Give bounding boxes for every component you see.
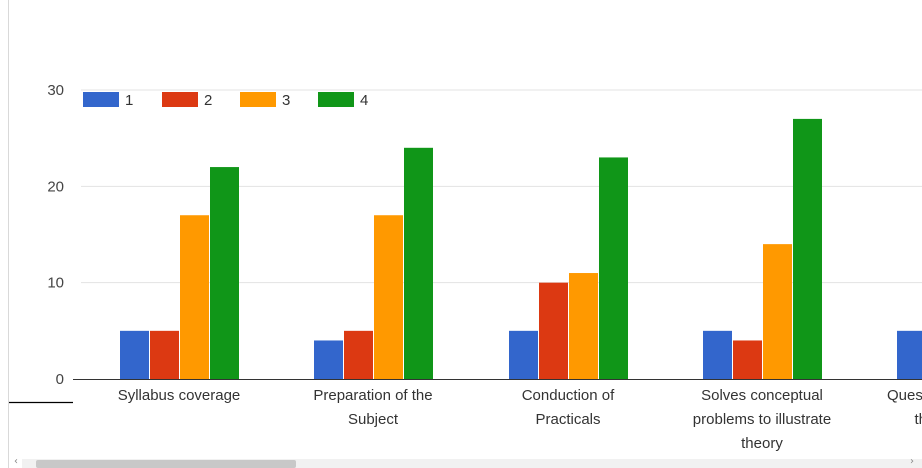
legend-swatch-4 [318, 92, 354, 107]
legend: 1 2 3 4 [83, 92, 368, 109]
y-tick-label: 0 [56, 371, 64, 388]
bar-series-4-cat-1 [404, 147, 433, 379]
bar-series-3-cat-2 [569, 273, 598, 379]
bar-series-1-cat-3 [703, 330, 732, 379]
legend-label-3: 3 [282, 92, 290, 109]
category-label: problems to illustrate [693, 411, 831, 428]
category-label: theory [741, 435, 783, 452]
bar-series-3-cat-1 [374, 215, 403, 379]
bar-series-3-cat-0 [180, 215, 209, 379]
legend-swatch-1 [83, 92, 119, 107]
legend-swatch-3 [240, 92, 276, 107]
category-label: Conduction of [522, 387, 615, 404]
bars [120, 118, 922, 380]
y-tick-label: 30 [47, 82, 64, 99]
legend-label-2: 2 [204, 92, 212, 109]
chart-frame: 0 10 20 30 Syllabus coverage Preparation of … [8, 0, 922, 468]
legend-swatch-2 [162, 92, 198, 107]
legend-label-1: 1 [125, 92, 133, 109]
y-axis-ticks: 0 10 20 30 [47, 82, 64, 388]
scroll-left-icon[interactable]: ‹ [14, 456, 18, 467]
horizontal-scrollbar[interactable] [22, 459, 922, 468]
y-tick-label: 20 [47, 178, 64, 195]
bar-series-1-cat-0 [120, 330, 149, 379]
bar-series-1-cat-4 [897, 330, 922, 379]
bar-chart: 0 10 20 30 Syllabus coverage Preparation of … [9, 82, 922, 452]
category-label: Solves conceptual [701, 387, 823, 404]
bar-series-1-cat-2 [509, 330, 538, 379]
bar-series-2-cat-2 [539, 282, 568, 379]
x-axis-baseline [9, 379, 922, 404]
category-label: Preparation of the [313, 387, 432, 404]
category-label: Subject [348, 411, 399, 428]
legend-label-4: 4 [360, 92, 368, 109]
category-labels: Syllabus coverage Preparation of the Subje… [118, 387, 922, 452]
bar-series-3-cat-3 [763, 244, 792, 379]
y-tick-label: 10 [47, 275, 64, 292]
category-label: th [914, 411, 922, 428]
category-label: Syllabus coverage [118, 387, 241, 404]
bar-series-2-cat-0 [150, 330, 179, 379]
bar-series-2-cat-3 [733, 340, 762, 379]
bar-series-2-cat-1 [344, 330, 373, 379]
bar-series-1-cat-1 [314, 340, 343, 379]
scroll-right-icon[interactable]: › [910, 456, 914, 467]
bar-series-4-cat-2 [599, 157, 628, 379]
scrollbar-thumb[interactable] [36, 460, 296, 468]
bar-series-4-cat-0 [210, 167, 239, 379]
category-label: Practicals [535, 411, 600, 428]
bar-series-4-cat-3 [793, 118, 822, 380]
